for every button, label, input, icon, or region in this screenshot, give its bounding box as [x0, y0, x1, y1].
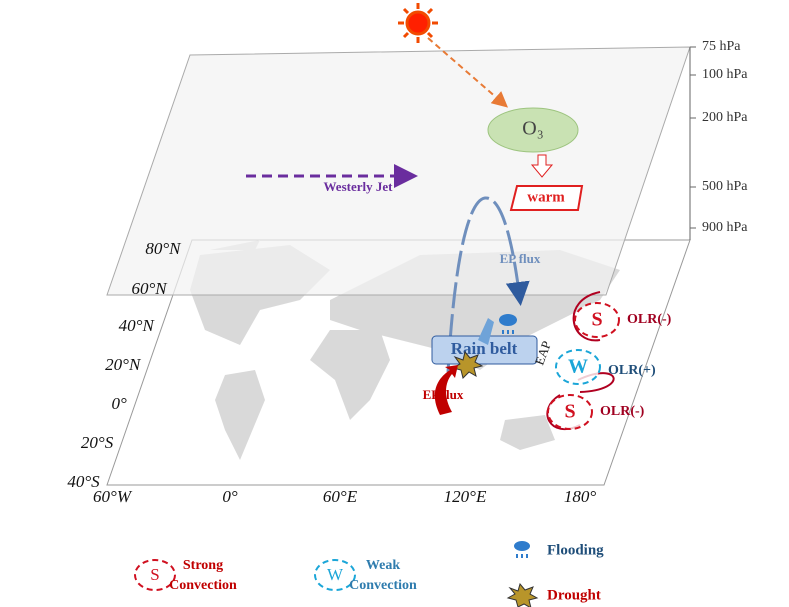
lat-label: 40°S: [67, 472, 100, 491]
lat-label: 20°S: [81, 433, 114, 452]
lon-label: 0°: [222, 487, 238, 506]
legend-label: Weak Convection: [349, 558, 417, 593]
cell-olr: OLR(+): [608, 363, 656, 378]
convection-cell: [555, 349, 601, 385]
legend-symbol: [134, 559, 176, 591]
level-label: 75 hPa: [702, 39, 741, 54]
legend-flood-icon: [514, 541, 530, 551]
lon-label: 120°E: [444, 487, 487, 506]
sun: [398, 3, 438, 43]
legend-drought-icon: [506, 582, 539, 607]
radiation-arrow: [427, 37, 509, 108]
lon-label: 60°E: [323, 487, 358, 506]
cell-olr: OLR(-): [627, 312, 672, 327]
warm-box: [509, 185, 584, 211]
upper-plane: [106, 46, 691, 296]
legend-flood-drops: [516, 554, 528, 558]
convection-cell: [574, 302, 620, 338]
lat-label: 80°N: [145, 239, 182, 258]
cell-olr: OLR(-): [600, 404, 645, 419]
legend-letter: S: [150, 565, 159, 584]
lat-label: 40°N: [119, 316, 156, 335]
ep-flux-upper: EP flux: [500, 251, 541, 266]
warm-label: warm: [527, 189, 565, 205]
legend-letter: W: [327, 565, 344, 584]
ep-flux-arrow: [434, 365, 458, 415]
lon-label: 180°: [564, 487, 597, 506]
lat-label: 60°N: [132, 279, 169, 298]
cell-letter: W: [568, 356, 588, 378]
ep-flux-loop: [446, 196, 530, 373]
jet-label: Westerly Jet: [324, 179, 394, 194]
ozone-ellipse: [487, 107, 579, 153]
lat-label: 20°N: [105, 355, 142, 374]
ozone-label: O₃: [522, 118, 543, 140]
legend-symbol: [314, 559, 356, 591]
legend-flooding: Flooding: [547, 542, 604, 558]
cell-letter: S: [591, 309, 602, 331]
level-label: 500 hPa: [702, 179, 748, 194]
level-label: 200 hPa: [702, 110, 748, 125]
convection-cell: [547, 394, 593, 430]
warm-arrow: [530, 154, 554, 178]
moisture-arrow: [478, 318, 494, 345]
level-label: 100 hPa: [702, 67, 748, 82]
cell-letter: S: [564, 401, 575, 423]
flood-icon: [499, 314, 517, 334]
lat-label: 0°: [111, 394, 127, 413]
rain-belt-label: Rain belt: [451, 339, 518, 358]
drought-icon: [451, 350, 484, 379]
legend-drought: Drought: [547, 587, 601, 603]
legend-label: Strong Convection: [169, 558, 237, 593]
lon-label: 60°W: [93, 487, 133, 506]
ep-flux-lower: EP flux: [423, 387, 464, 402]
level-label: 900 hPa: [702, 220, 748, 235]
